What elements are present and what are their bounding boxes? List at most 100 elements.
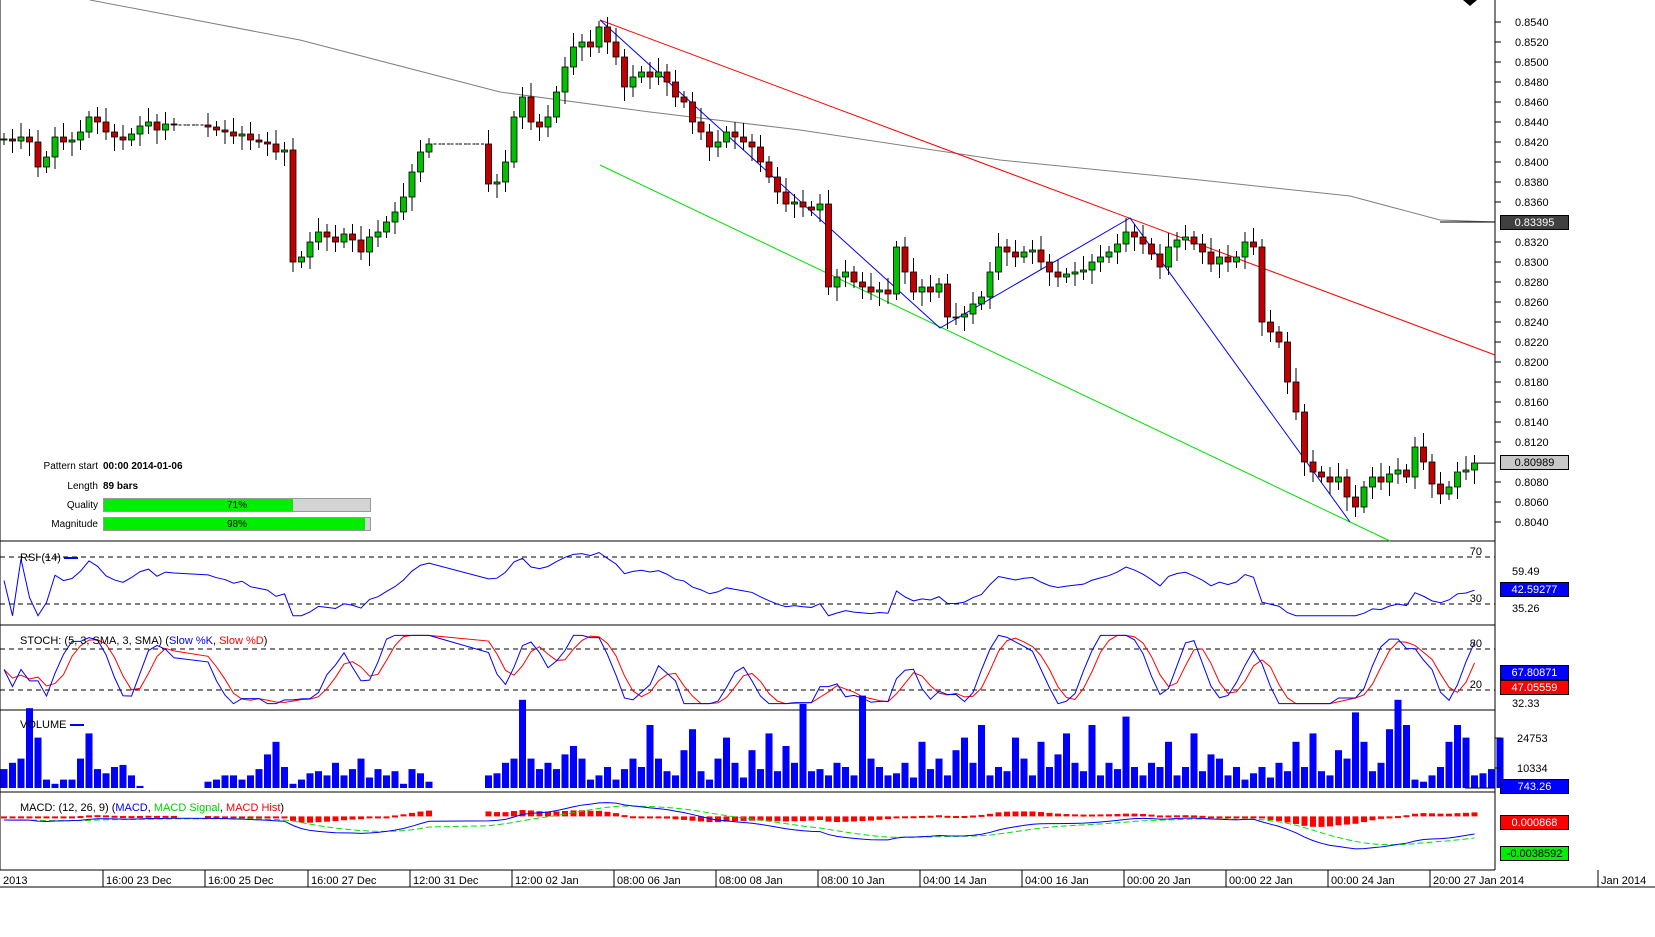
volume-bar xyxy=(391,771,399,788)
macd-hist-bar xyxy=(1148,814,1155,817)
macd-hist-bar xyxy=(825,816,832,822)
candle-down xyxy=(1190,236,1198,245)
candle-up xyxy=(0,138,8,141)
x-tick-label: 00:00 20 Jan xyxy=(1127,875,1191,887)
volume-bar xyxy=(281,767,288,788)
candle-up xyxy=(629,76,637,88)
macd-hist-bar xyxy=(970,815,976,818)
candle-up xyxy=(1394,469,1402,475)
candle-up xyxy=(638,71,645,78)
macd-hist-bar xyxy=(655,816,662,819)
macd-hist-bar xyxy=(1004,811,1010,817)
candle-down xyxy=(1131,231,1138,238)
ma-value-tag: 0.83395 xyxy=(1500,215,1569,230)
candle-up xyxy=(68,139,76,143)
macd-hist-bar xyxy=(213,816,220,819)
length-value: 89 bars xyxy=(103,481,139,492)
volume-bar xyxy=(1037,741,1045,788)
macd-hist-bar xyxy=(349,816,356,820)
volume-bar xyxy=(1403,725,1410,788)
macd-hist-bar xyxy=(103,815,109,818)
volume-bar xyxy=(366,777,373,788)
volume-bar xyxy=(944,775,951,788)
candle-up xyxy=(1029,249,1036,253)
macd-hist-bar xyxy=(774,816,781,822)
candle-down xyxy=(621,56,628,88)
candle-down xyxy=(850,271,858,283)
volume-bar xyxy=(706,779,713,788)
volume-bar xyxy=(43,779,50,788)
candle-down xyxy=(1352,496,1359,508)
macd-hist-bar xyxy=(961,815,968,818)
macd-hist-bar xyxy=(273,816,279,819)
candle-up xyxy=(791,201,798,205)
macd-hist-bar xyxy=(120,816,126,819)
price-tick-label: 0.8160 xyxy=(1515,397,1549,409)
macd-hist-bar xyxy=(672,816,679,820)
macd-hist-bar xyxy=(1267,816,1274,820)
macd-hist-bar xyxy=(791,816,798,822)
macd-hist-bar xyxy=(341,816,347,821)
volume-bar xyxy=(519,699,526,788)
length-label: Length xyxy=(67,481,98,492)
macd-hist-bar xyxy=(919,815,925,818)
volume-bar xyxy=(1471,775,1478,788)
quality-label: Quality xyxy=(66,500,98,511)
volume-bar xyxy=(323,775,331,788)
volume-bar xyxy=(400,783,407,788)
volume-bar xyxy=(1156,767,1164,788)
macd-hist-bar xyxy=(1310,816,1316,827)
price-tick-label: 0.8060 xyxy=(1515,497,1549,509)
candle-down xyxy=(672,81,679,98)
volume-bar xyxy=(1488,769,1495,788)
macd-hist-bar xyxy=(511,811,517,817)
candle-down xyxy=(1292,381,1300,413)
candle-down xyxy=(1054,271,1062,278)
price-tick-label: 0.8480 xyxy=(1515,77,1549,89)
macd-hist-bar xyxy=(859,816,866,822)
macd-hist-bar xyxy=(1114,814,1121,817)
volume-bar xyxy=(1284,771,1291,788)
macd-hist-bar xyxy=(910,816,917,819)
volume-bar xyxy=(995,767,1002,788)
candle-down xyxy=(748,141,756,148)
macd-hist-bar xyxy=(851,816,857,822)
macd-hist-bar xyxy=(264,816,271,819)
candle-down xyxy=(1156,253,1164,268)
volume-bar xyxy=(119,764,127,788)
x-tick-label: 04:00 16 Jan xyxy=(1025,875,1089,887)
candle-down xyxy=(204,124,212,128)
volume-bar xyxy=(1301,767,1308,788)
x-tick-label: 16:00 27 Dec xyxy=(311,875,377,887)
macd-hist-bar xyxy=(324,816,330,822)
price-tick-label: 0.8400 xyxy=(1515,157,1549,169)
volume-bar xyxy=(68,779,76,788)
price-tick-label: 0.8440 xyxy=(1515,117,1549,129)
candle-down xyxy=(170,123,178,126)
x-tick-label: Jan 2014 xyxy=(1601,875,1646,887)
volume-bar xyxy=(1360,741,1368,788)
volume-bar xyxy=(714,758,722,788)
x-tick-label: 12:00 31 Dec xyxy=(413,875,479,887)
candle-up xyxy=(723,131,730,143)
price-tick-label: 0.8420 xyxy=(1515,137,1549,149)
volume-bar xyxy=(672,775,679,788)
quality-bar: 71% xyxy=(103,498,371,512)
macd-hist-bar xyxy=(366,816,373,819)
candle-up xyxy=(935,283,943,293)
macd-hist-bar xyxy=(689,816,696,821)
volume-bar xyxy=(1411,779,1419,788)
macd-hist-bar xyxy=(137,815,143,818)
candle-up xyxy=(986,271,994,298)
candle-down xyxy=(1250,241,1257,248)
macd-hist-bar xyxy=(307,816,313,823)
macd-hist-bar xyxy=(1216,816,1223,819)
volume-bar xyxy=(1479,773,1487,788)
macd-hist-bar xyxy=(638,816,645,819)
macd-hist-bar xyxy=(1386,816,1393,819)
macd-hist-bar xyxy=(426,810,432,817)
volume-bar xyxy=(629,758,637,788)
rsi-tick-label: 59.49 xyxy=(1512,566,1540,578)
candle-up xyxy=(298,256,305,263)
